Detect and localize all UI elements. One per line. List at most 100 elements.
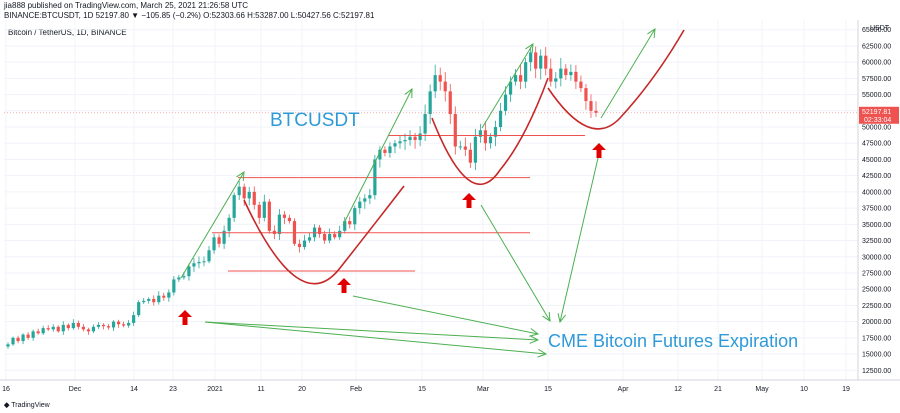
candle-body xyxy=(338,230,342,238)
y-tick-label: 40000.00 xyxy=(862,189,891,196)
candle-body xyxy=(559,68,563,79)
trend-arrow-line xyxy=(600,28,656,119)
candle-body xyxy=(463,146,467,150)
symbol-label: BINANCE:BTCUSDT, 1D xyxy=(4,11,94,20)
candle-body xyxy=(101,324,106,327)
candle-body xyxy=(408,136,412,140)
candle-body xyxy=(574,71,578,82)
y-tick-label: 27500.00 xyxy=(862,270,891,277)
candle-body xyxy=(498,110,503,128)
candle-body xyxy=(579,81,583,89)
candle-body xyxy=(31,331,35,338)
red-markers xyxy=(178,143,606,325)
candle-body xyxy=(539,55,543,69)
candle-body xyxy=(116,321,121,325)
candle-body xyxy=(468,149,472,163)
candle-body xyxy=(56,326,60,332)
candle-body xyxy=(353,208,357,225)
candle-body xyxy=(589,101,593,111)
x-tick-label: 10 xyxy=(800,386,808,393)
candle-body xyxy=(323,234,327,241)
grid xyxy=(4,20,858,380)
y-tick-label: 22500.00 xyxy=(862,303,891,310)
candle-body xyxy=(212,237,216,251)
candle-body xyxy=(111,321,116,328)
candle-body xyxy=(207,250,211,262)
candle-body xyxy=(6,344,10,347)
candle-body xyxy=(202,261,206,263)
candle-body xyxy=(302,240,307,248)
candle-body xyxy=(564,68,568,76)
up-marker-icon xyxy=(462,193,476,208)
y-tick-label: 32500.00 xyxy=(862,238,891,245)
candle-body xyxy=(172,279,176,293)
candle-body xyxy=(388,146,392,153)
y-tick-label: 12500.00 xyxy=(862,368,891,375)
countdown-label: 02:33:04 xyxy=(864,117,891,124)
candle-body xyxy=(368,195,372,199)
trend-arrow-line xyxy=(480,204,551,322)
currency-label: USDT xyxy=(870,25,890,32)
candle-body xyxy=(473,136,477,163)
candle-body xyxy=(36,331,40,334)
candle-body xyxy=(51,326,55,330)
x-tick-label: 11 xyxy=(257,386,264,393)
candle-body xyxy=(363,198,367,202)
candle-body xyxy=(483,130,488,144)
trend-arrow-head xyxy=(557,313,567,324)
y-tick-label: 35000.00 xyxy=(862,222,891,229)
candle-body xyxy=(418,133,422,140)
candle-body xyxy=(137,302,141,316)
candle-body xyxy=(544,55,548,69)
candle-body xyxy=(182,276,186,278)
tradingview-footer: ◆ TradingView xyxy=(4,401,50,409)
trend-arrow-line xyxy=(559,157,599,323)
y-tick-label: 57500.00 xyxy=(862,76,891,83)
candle-body xyxy=(453,114,457,147)
candle-body xyxy=(66,324,70,329)
trend-arrow-head xyxy=(525,43,534,54)
y-tick-label: 17500.00 xyxy=(862,335,891,342)
x-tick-label: 16 xyxy=(2,386,10,393)
candle-body xyxy=(232,195,236,218)
candle-body xyxy=(458,146,462,148)
candle-body xyxy=(41,328,45,334)
candle-body xyxy=(529,52,533,63)
x-tick-label: 14 xyxy=(130,386,138,393)
u-curve xyxy=(547,29,685,130)
x-tick-label: 12 xyxy=(674,386,682,393)
x-tick-label: Apr xyxy=(618,386,630,393)
trend-arrow-head xyxy=(529,335,540,344)
candle-body xyxy=(317,227,322,235)
x-tick-label: 23 xyxy=(169,386,177,393)
symbol-ohlc-line: BINANCE:BTCUSDT, 1D 52197.80 ▼ −105.85 (… xyxy=(4,11,374,20)
candle-body xyxy=(262,201,266,218)
candle-body xyxy=(423,114,427,134)
candle-body xyxy=(121,324,126,326)
candle-body xyxy=(333,234,337,238)
candle-body xyxy=(106,326,111,328)
candle-body xyxy=(142,300,146,303)
trend-arrow-head xyxy=(529,328,540,337)
tradingview-logo-icon: ◆ xyxy=(4,402,10,409)
candle-body xyxy=(393,143,397,147)
candle-body xyxy=(237,186,241,196)
candle-body xyxy=(157,295,161,303)
candle-body xyxy=(594,110,598,113)
candle-body xyxy=(348,221,352,225)
x-tick-label: 15 xyxy=(418,386,426,393)
y-tick-label: 55000.00 xyxy=(862,92,891,99)
chart-subtitle: Bitcoin / TetherUS, 1D, BINANCE xyxy=(8,28,127,37)
x-tick-label: Mar xyxy=(477,386,490,393)
candle-body xyxy=(549,68,553,82)
y-tick-label: 60000.00 xyxy=(862,60,891,67)
x-tick-label: May xyxy=(755,386,769,393)
candle-body xyxy=(91,326,96,332)
u-curve xyxy=(243,185,405,285)
candle-body xyxy=(81,326,85,330)
y-tick-label: 65000.00 xyxy=(862,27,891,34)
candle-body xyxy=(282,214,287,218)
candle-body xyxy=(11,337,15,345)
candle-body xyxy=(428,91,432,115)
